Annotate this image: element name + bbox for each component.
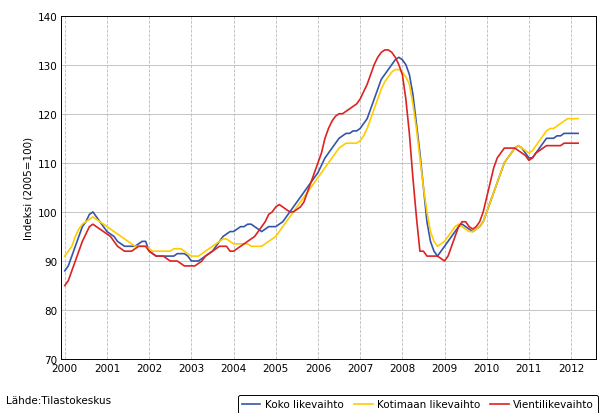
Line: Kotimaan likevaihto: Kotimaan likevaihto <box>64 70 578 256</box>
Koko likevaihto <box>227 230 234 235</box>
Kotimaan likevaihto <box>462 227 469 232</box>
Kotimaan likevaihto <box>575 117 582 122</box>
Legend: Koko likevaihto, Kotimaan likevaihto, Vientilikevaihto: Koko likevaihto, Kotimaan likevaihto, Vi… <box>238 395 598 413</box>
Koko likevaihto <box>469 230 476 235</box>
Line: Koko likevaihto: Koko likevaihto <box>64 58 578 271</box>
Kotimaan likevaihto <box>61 254 68 259</box>
Vientilikevaihto <box>420 249 427 254</box>
Line: Vientilikevaihto: Vientilikevaihto <box>64 51 578 286</box>
Y-axis label: Indeksi (2005=100): Indeksi (2005=100) <box>23 136 33 240</box>
Koko likevaihto <box>420 185 427 190</box>
Kotimaan likevaihto <box>227 239 234 244</box>
Vientilikevaihto <box>198 259 206 264</box>
Kotimaan likevaihto <box>469 230 476 235</box>
Vientilikevaihto <box>61 283 68 288</box>
Koko likevaihto <box>575 132 582 137</box>
Vientilikevaihto <box>469 227 476 232</box>
Koko likevaihto <box>343 132 350 137</box>
Kotimaan likevaihto <box>198 252 206 256</box>
Kotimaan likevaihto <box>392 68 399 73</box>
Koko likevaihto <box>61 269 68 274</box>
Vientilikevaihto <box>227 249 234 254</box>
Koko likevaihto <box>462 225 469 230</box>
Koko likevaihto <box>395 56 403 61</box>
Vientilikevaihto <box>381 48 389 53</box>
Vientilikevaihto <box>462 220 469 225</box>
Kotimaan likevaihto <box>420 185 427 190</box>
Koko likevaihto <box>198 256 206 261</box>
Kotimaan likevaihto <box>343 141 350 146</box>
Text: Lähde:Tilastokeskus: Lähde:Tilastokeskus <box>6 395 111 405</box>
Vientilikevaihto <box>343 109 350 114</box>
Vientilikevaihto <box>575 141 582 146</box>
